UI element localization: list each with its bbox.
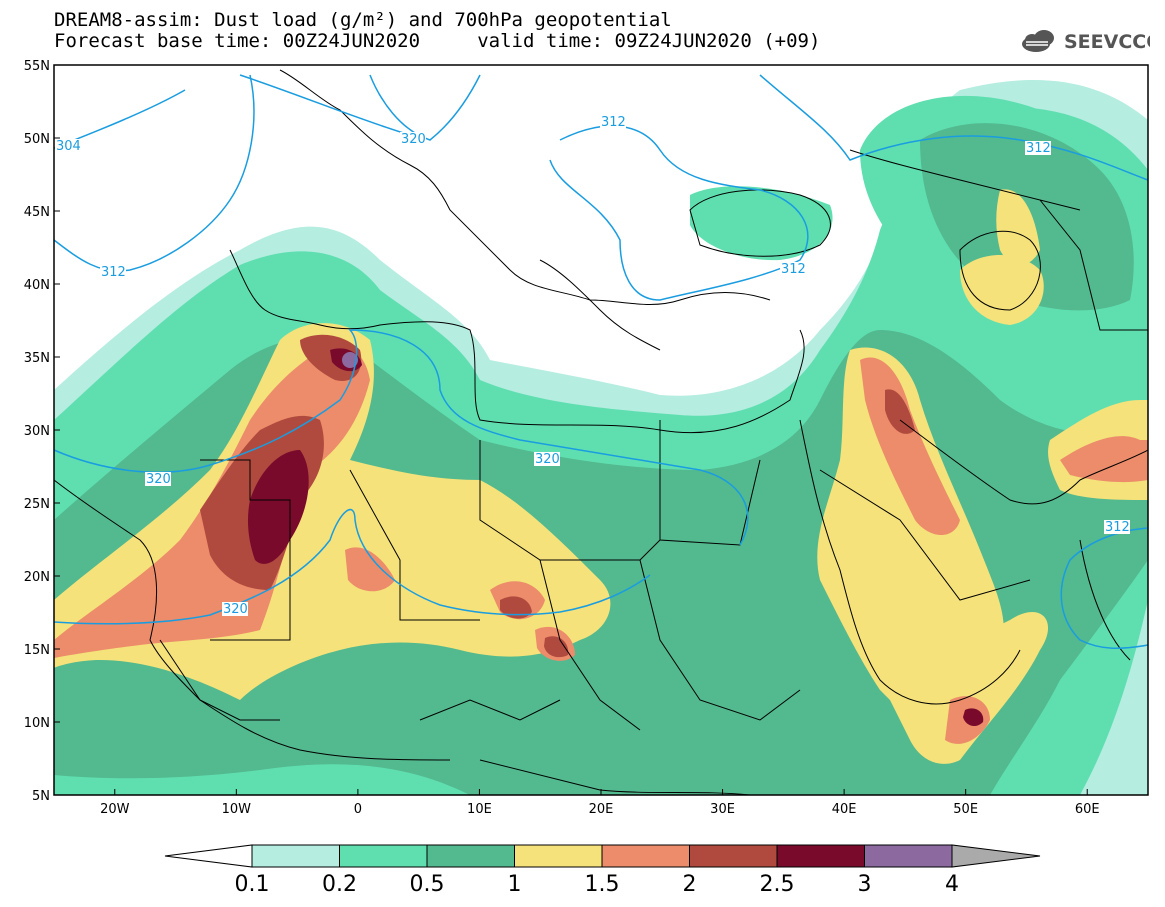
lat-tick-label: 30N [24, 424, 50, 439]
lat-tick-label: 40N [24, 278, 50, 293]
contour-label: 320 [146, 472, 171, 487]
lon-tick-label: 10W [222, 802, 252, 817]
contour-label: 312 [1105, 520, 1130, 535]
latitude-axis: 55N 50N 45N 40N 35N 30N 25N 20N 15N 10N 5N [24, 59, 60, 804]
contour-label: 320 [401, 132, 426, 147]
lon-tick-label: 30E [710, 802, 735, 817]
seevccc-logo: SEEVCCC [1022, 30, 1150, 53]
lon-tick-label: 10E [467, 802, 492, 817]
lat-tick-label: 35N [24, 351, 50, 366]
lat-tick-label: 45N [24, 205, 50, 220]
lat-tick-label: 15N [24, 643, 50, 658]
contour-label: 312 [1026, 141, 1051, 156]
dust-fill-layers [54, 80, 1148, 795]
lat-tick-label: 20N [24, 570, 50, 585]
contour-label: 304 [56, 139, 81, 154]
lon-tick-label: 50E [953, 802, 978, 817]
longitude-axis: 20W 10W 0 10E 20E 30E 40E 50E 60E [100, 789, 1100, 817]
contour-label: 312 [101, 265, 126, 280]
lat-tick-label: 50N [24, 132, 50, 147]
contour-labels: 304 320 312 312 312 320 312 320 320 312 [55, 115, 1130, 617]
lon-tick-label: 60E [1075, 802, 1100, 817]
chart-title-line-1: DREAM8-assim: Dust load (g/m²) and 700hP… [54, 9, 672, 31]
contour-label: 312 [781, 262, 806, 277]
lon-tick-label: 40E [832, 802, 857, 817]
lon-tick-label: 20W [100, 802, 130, 817]
chart-title-line-2: Forecast base time: 00Z24JUN2020 valid t… [54, 30, 821, 52]
lat-tick-label: 5N [32, 789, 50, 804]
contour-label: 320 [223, 602, 248, 617]
lon-tick-label: 20E [589, 802, 614, 817]
lon-tick-label: 0 [354, 802, 362, 817]
lat-tick-label: 10N [24, 716, 50, 731]
lat-tick-label: 25N [24, 497, 50, 512]
contour-label: 312 [601, 115, 626, 130]
lat-tick-label: 55N [24, 59, 50, 74]
geopotential-contours [54, 74, 1148, 650]
coastlines [54, 69, 1148, 795]
cloud-icon [1022, 30, 1054, 52]
logo-text: SEEVCCC [1064, 31, 1150, 53]
contour-label: 320 [535, 452, 560, 467]
